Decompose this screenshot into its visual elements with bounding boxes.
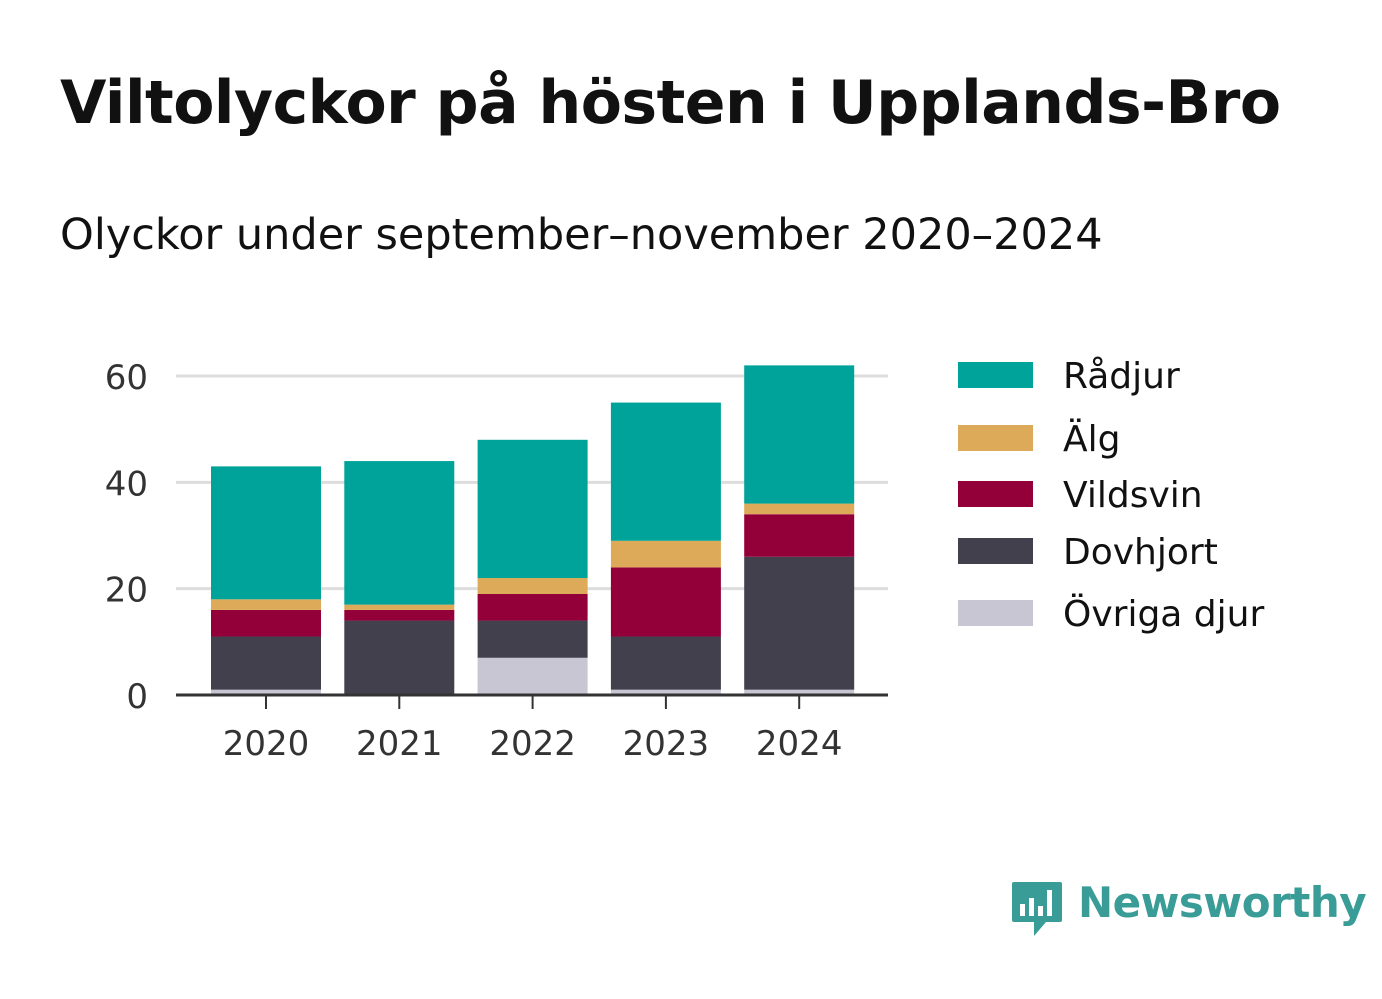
bar-segment	[477, 657, 588, 695]
bar-segment	[477, 620, 588, 658]
x-tick-label: 2022	[489, 724, 576, 764]
brand-name: Newsworthy	[1078, 878, 1367, 927]
x-tick-label: 2020	[223, 724, 310, 764]
bar-segment	[211, 466, 321, 600]
y-tick-label: 40	[105, 464, 148, 504]
bar-segment	[610, 567, 721, 637]
legend-label: Rådjur	[1063, 356, 1180, 397]
legend-label: Övriga djur	[1063, 593, 1264, 635]
bar-segment	[744, 556, 855, 690]
bar-segment	[610, 636, 721, 690]
bar-segment	[211, 689, 321, 695]
legend-swatch	[958, 538, 1033, 564]
legend-swatch	[958, 481, 1033, 507]
axes: 0 20 40 60 2020 2021 2022 2023 2024	[105, 358, 888, 764]
chart-subtitle: Olyckor under september–november 2020–20…	[60, 210, 1103, 260]
legend-swatch	[958, 600, 1033, 626]
bar-segment	[211, 609, 321, 637]
bar-segment	[744, 514, 855, 557]
x-tick-label: 2024	[756, 724, 843, 764]
bar-segment	[211, 599, 321, 610]
bar-segment	[610, 689, 721, 695]
legend-label: Dovhjort	[1063, 532, 1218, 573]
bar-segment	[211, 636, 321, 690]
bar-segment	[744, 365, 855, 504]
chart-title: Viltolyckor på hösten i Upplands-Bro	[60, 68, 1281, 138]
legend-label: Vildsvin	[1063, 475, 1203, 516]
legend-swatch	[958, 425, 1033, 451]
y-tick-label: 0	[126, 677, 148, 717]
bar-segment	[477, 439, 588, 579]
bar-segment	[610, 402, 721, 541]
bar-segment	[610, 540, 721, 568]
x-tick-label: 2021	[356, 724, 443, 764]
x-tick-label: 2023	[623, 724, 710, 764]
y-tick-label: 60	[105, 358, 148, 398]
bars	[211, 365, 855, 695]
brand-logo: Newsworthy	[1010, 878, 1367, 942]
bar-segment	[477, 593, 588, 621]
bar-segment	[477, 578, 588, 594]
bar-segment	[344, 604, 455, 610]
y-tick-label: 20	[105, 571, 148, 611]
bar-segment	[344, 609, 455, 621]
bar-segment	[744, 503, 855, 515]
legend-label: Älg	[1063, 418, 1120, 460]
bar-segment	[744, 689, 855, 695]
bar-segment	[344, 620, 455, 695]
bar-segment	[344, 461, 455, 605]
bar-chart-badge-icon	[1012, 882, 1062, 936]
legend: Rådjur Älg Vildsvin Dovhjort Övriga djur	[958, 356, 1264, 635]
legend-swatch	[958, 362, 1033, 388]
